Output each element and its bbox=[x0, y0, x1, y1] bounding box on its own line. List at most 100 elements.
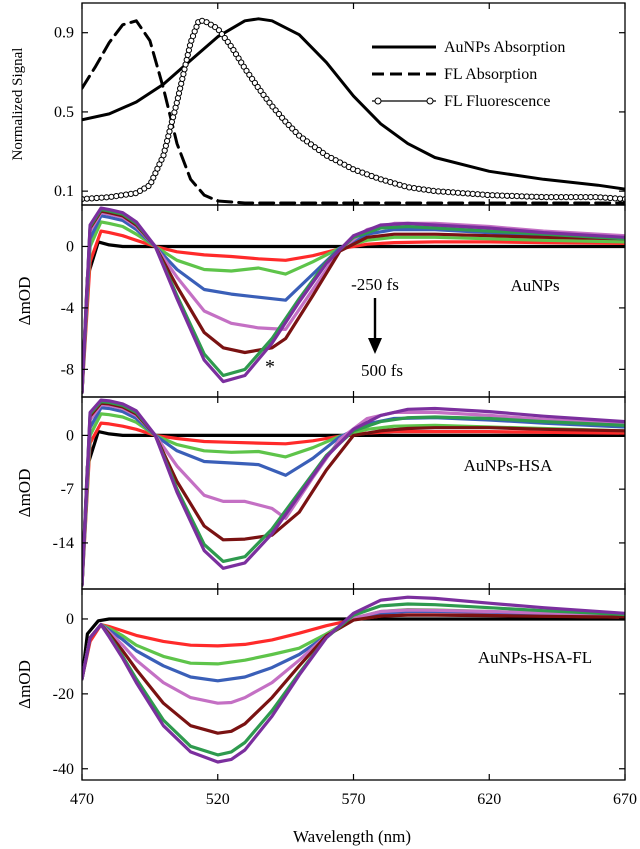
y-tick-label: -14 bbox=[53, 535, 74, 552]
asterisk-annotation: * bbox=[265, 356, 275, 378]
fluorescence-marker bbox=[108, 193, 115, 200]
fluorescence-marker bbox=[430, 187, 437, 194]
fluorescence-marker bbox=[315, 146, 322, 154]
y-tick-label: -40 bbox=[53, 761, 74, 778]
fluorescence-marker bbox=[118, 192, 125, 199]
x-tick-label: 470 bbox=[70, 791, 94, 808]
series-line-AuNPs-HSA-FL-0 bbox=[82, 617, 625, 681]
fluorescence-marker bbox=[479, 191, 486, 198]
series-group bbox=[82, 398, 625, 587]
y-tick-label: 0 bbox=[66, 238, 74, 255]
legend-label: AuNPs Absorption bbox=[444, 39, 565, 56]
x-tick-label: 670 bbox=[613, 791, 637, 808]
series-line-AuNPs-7 bbox=[82, 206, 625, 394]
fluorescence-marker bbox=[319, 149, 326, 156]
series-line-AuNPs-HSA-0 bbox=[82, 430, 625, 587]
panel-label: AuNPs bbox=[510, 276, 559, 295]
fluorescence-marker bbox=[122, 191, 130, 198]
fluorescence-marker bbox=[607, 194, 614, 202]
fluorescence-marker bbox=[257, 87, 264, 95]
fluorescence-marker bbox=[246, 71, 253, 78]
series-line-AuNPs-HSA-7 bbox=[82, 398, 625, 587]
panel-absorption: 0.1 0.5 0.9 Normalized Signal AuNPs Absorpti… bbox=[10, 2, 626, 206]
y-tick-label: -4 bbox=[61, 300, 74, 317]
fluorescence-marker bbox=[215, 27, 222, 34]
fluorescence-marker bbox=[292, 128, 299, 136]
fluorescence-marker bbox=[406, 184, 413, 191]
fluorescence-marker bbox=[518, 193, 525, 200]
fluorescence-marker bbox=[303, 138, 311, 145]
series-line-AuNPs-0 bbox=[82, 240, 625, 394]
series-group bbox=[82, 206, 625, 394]
y-tick-label: 0.1 bbox=[54, 183, 74, 200]
fluorescence-marker bbox=[221, 34, 228, 42]
series-line-AuNPs-HSA-1 bbox=[82, 421, 625, 587]
fluorescence-marker bbox=[285, 121, 292, 129]
fluorescence-marker bbox=[459, 190, 466, 197]
fluorescence-marker bbox=[251, 79, 258, 87]
legend: AuNPs Absorption FL Absorption FL Fluoresc… bbox=[372, 39, 565, 110]
time-start-label: -250 fs bbox=[351, 275, 399, 294]
fluorescence-marker bbox=[582, 194, 589, 201]
fluorescence-marker bbox=[266, 99, 273, 106]
fluorescence-marker bbox=[617, 195, 624, 202]
fluorescence-marker bbox=[263, 95, 270, 102]
series-group bbox=[82, 595, 625, 764]
legend-marker bbox=[374, 97, 382, 105]
legend-label: FL Fluorescence bbox=[444, 93, 550, 110]
y-axis-label: ΔmOD bbox=[15, 660, 34, 709]
x-tick-label: 520 bbox=[206, 791, 230, 808]
fluorescence-marker bbox=[597, 194, 604, 201]
fluorescence-marker bbox=[553, 194, 560, 201]
fluorescence-marker bbox=[260, 91, 267, 99]
fluorescence-marker bbox=[275, 110, 282, 118]
panels-layer: 0.1 0.5 0.9 Normalized Signal AuNPs Absorpti… bbox=[10, 2, 637, 808]
panel-label: AuNPs-HSA bbox=[464, 456, 554, 475]
series-line-absorption-1 bbox=[82, 19, 625, 205]
time-end-label: 500 fs bbox=[361, 361, 403, 380]
series-line-AuNPs-HSA-FL-7 bbox=[82, 595, 625, 764]
x-tick-label: 620 bbox=[477, 791, 501, 808]
y-tick-label: -8 bbox=[61, 361, 74, 378]
y-axis-label: ΔmOD bbox=[15, 469, 34, 518]
series-line-AuNPs-HSA-FL-1 bbox=[82, 613, 625, 681]
series-line-AuNPs-1 bbox=[82, 229, 625, 394]
time-arrow-head bbox=[368, 338, 382, 354]
fluorescence-marker bbox=[420, 186, 427, 193]
legend-label: FL Absorption bbox=[444, 66, 537, 83]
fluorescence-marker bbox=[224, 38, 231, 46]
fluorescence-marker bbox=[98, 194, 105, 201]
fluorescence-marker bbox=[299, 135, 307, 142]
fluorescence-marker bbox=[450, 189, 457, 196]
x-axis-label: Wavelength (nm) bbox=[293, 827, 411, 846]
x-tick-label: 570 bbox=[342, 791, 366, 808]
series-line-AuNPs-HSA-FL-5 bbox=[82, 613, 625, 735]
y-tick-label: -20 bbox=[53, 686, 74, 703]
y-tick-label: 0 bbox=[66, 427, 74, 444]
series-line-AuNPs-HSA-FL-4 bbox=[82, 608, 625, 705]
y-tick-label: 0 bbox=[66, 611, 74, 628]
y-tick-label: 0.9 bbox=[54, 25, 74, 42]
fluorescence-marker bbox=[440, 188, 447, 195]
series-line-AuNPs-3 bbox=[82, 214, 625, 394]
y-tick-label: -7 bbox=[61, 481, 74, 498]
fluorescence-marker bbox=[474, 191, 481, 198]
series-line-AuNPs-2 bbox=[82, 220, 625, 394]
panel-frame bbox=[81, 396, 626, 590]
fluorescence-marker bbox=[415, 185, 422, 192]
fluorescence-marker bbox=[103, 194, 110, 201]
y-tick-label: 0.5 bbox=[54, 104, 74, 121]
panel-AuNPs-HSA: -14 -7 0 ΔmOD AuNPs-HSA bbox=[15, 396, 626, 590]
series-line-AuNPs-HSA-FL-6 bbox=[82, 602, 625, 757]
panel-AuNPs: -8 -4 0 ΔmOD AuNPs -250 fs 500 fs * bbox=[15, 204, 626, 398]
panel-AuNPs-HSA-FL: -40 -20 0 470 520 570 620 670 ΔmOD AuNPs-HSA-FL bbox=[15, 588, 637, 808]
fluorescence-marker bbox=[88, 195, 95, 202]
legend-marker bbox=[426, 97, 434, 105]
series-line-AuNPs-HSA-2 bbox=[82, 412, 625, 587]
fluorescence-marker bbox=[454, 189, 462, 196]
panel-label: AuNPs-HSA-FL bbox=[478, 648, 592, 667]
y-axis-label: ΔmOD bbox=[15, 277, 34, 326]
fluorescence-marker bbox=[464, 190, 471, 197]
y-axis-label: Normalized Signal bbox=[10, 48, 26, 161]
